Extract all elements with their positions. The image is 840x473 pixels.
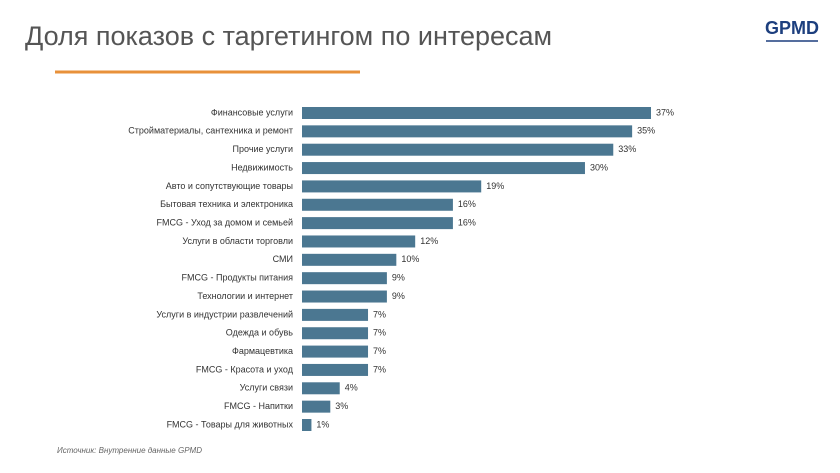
category-label: Авто и сопутствующие товары (166, 181, 293, 191)
category-label: Финансовые услуги (211, 107, 293, 117)
bar (302, 308, 369, 321)
value-label: 1% (316, 419, 329, 429)
bar (302, 400, 331, 413)
category-label: FMCG - Уход за домом и семьей (157, 217, 293, 227)
bar (302, 253, 397, 266)
category-label: Услуги связи (240, 383, 293, 393)
chart-title: Доля показов с таргетингом по интересам (25, 21, 552, 51)
bar (302, 327, 369, 340)
category-label: Технологии и интернет (197, 291, 293, 301)
value-label: 9% (392, 273, 405, 283)
value-label: 30% (590, 162, 608, 172)
category-label: FMCG - Красота и уход (196, 364, 294, 374)
category-label: Бытовая техника и электроника (160, 199, 293, 209)
category-label: FMCG - Товары для животных (167, 419, 294, 429)
bar (302, 272, 387, 285)
category-label: Услуги в индустрии развлечений (156, 309, 293, 319)
value-label: 4% (345, 383, 358, 393)
category-label: Услуги в области торговли (182, 236, 293, 246)
bar (302, 345, 369, 358)
bar (302, 290, 387, 303)
value-label: 10% (401, 254, 419, 264)
value-label: 16% (458, 199, 476, 209)
value-label: 7% (373, 346, 386, 356)
category-label: FMCG - Продукты питания (182, 273, 294, 283)
bar (302, 198, 453, 211)
bar (302, 107, 651, 119)
bar (302, 363, 369, 376)
category-label: Прочие услуги (233, 144, 293, 154)
value-label: 7% (373, 364, 386, 374)
value-label: 9% (392, 291, 405, 301)
category-label: Одежда и обувь (226, 328, 294, 338)
category-label: Недвижимость (231, 162, 293, 172)
category-label: FMCG - Напитки (224, 401, 293, 411)
bar (302, 217, 453, 230)
bar (302, 419, 312, 431)
value-label: 33% (618, 144, 636, 154)
value-label: 35% (637, 126, 655, 136)
bar (302, 382, 340, 395)
bar (302, 125, 633, 138)
value-label: 7% (373, 328, 386, 338)
source-note: Источник: Внутренние данные GPMD (57, 446, 202, 455)
bar (302, 180, 482, 193)
bar (302, 235, 416, 248)
category-label: Фармацевтика (232, 346, 293, 356)
category-label: Стройматериалы, сантехника и ремонт (128, 126, 293, 136)
value-label: 37% (656, 107, 674, 117)
value-label: 19% (486, 181, 504, 191)
value-label: 12% (420, 236, 438, 246)
logo: GPMD (765, 18, 819, 38)
bar (302, 162, 585, 175)
value-label: 3% (335, 401, 348, 411)
bar (302, 143, 614, 156)
value-label: 16% (458, 217, 476, 227)
category-label: СМИ (273, 254, 293, 264)
value-label: 7% (373, 309, 386, 319)
